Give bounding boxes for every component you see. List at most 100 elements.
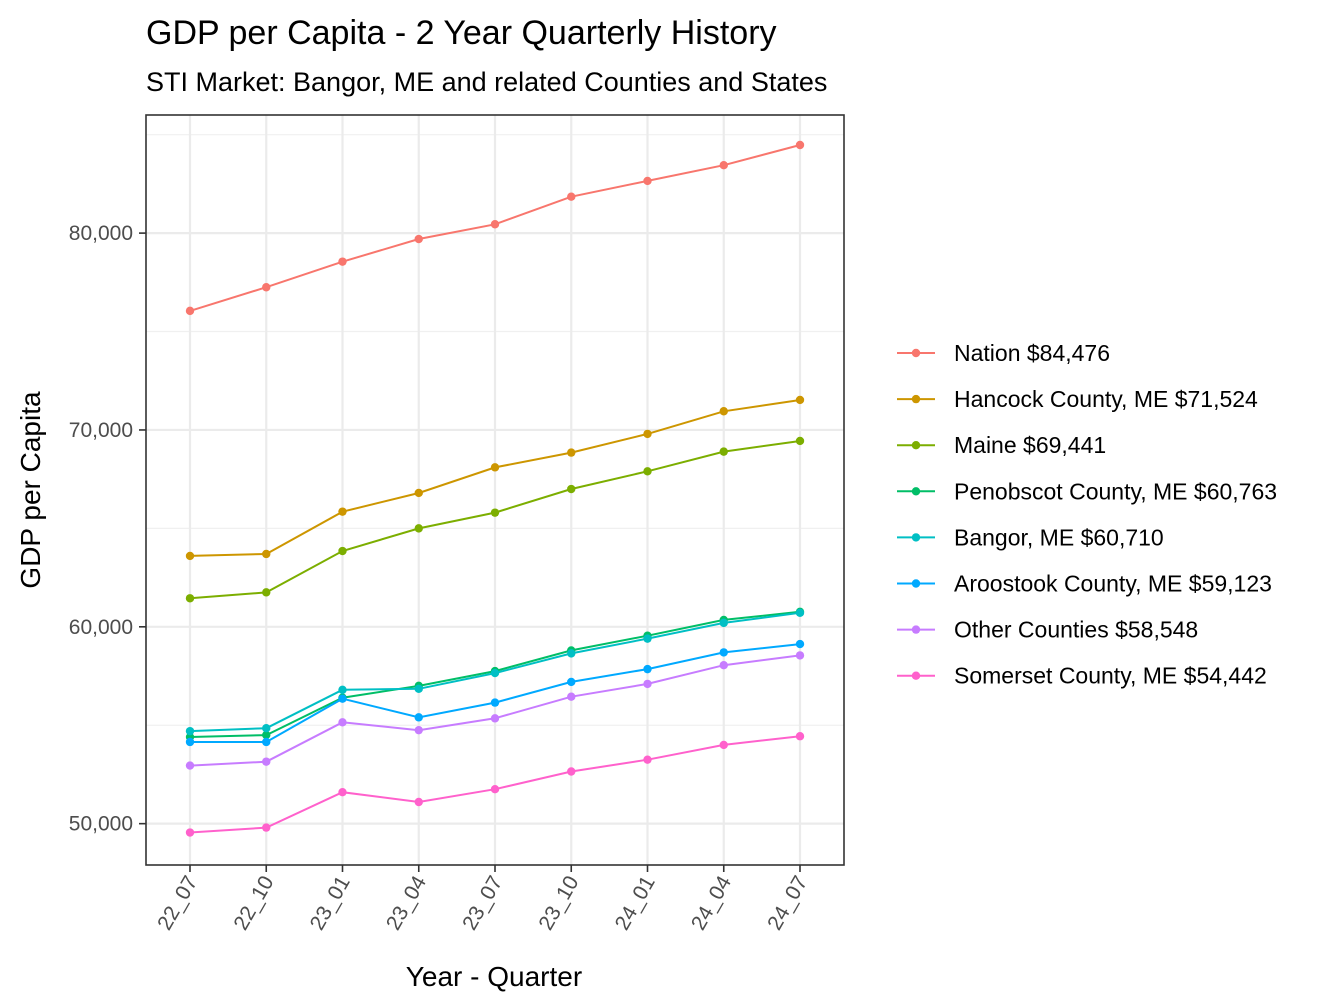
legend-label: Bangor, ME $60,710 — [954, 524, 1164, 550]
data-point — [490, 785, 500, 794]
data-point — [262, 730, 271, 740]
data-point — [795, 436, 805, 446]
series — [185, 608, 805, 736]
data-point — [338, 787, 347, 797]
x-axis: 22_07 22_10 23_01 23_04 23_07 23_10 24_01 24_04… — [153, 865, 812, 934]
data-point — [338, 694, 347, 703]
data-point — [262, 757, 271, 766]
legend-item: Nation $84,476 — [897, 340, 1110, 366]
data-point — [719, 407, 728, 416]
legend-item: Penobscot County, ME $60,763 — [897, 478, 1277, 504]
data-point — [567, 192, 576, 201]
data-point — [567, 448, 576, 457]
series — [185, 732, 805, 837]
data-point — [643, 634, 652, 643]
data-point — [414, 797, 423, 807]
chart-title: GDP per Capita - 2 Year Quarterly Histor… — [146, 14, 777, 52]
y-tick-label: 50,000 — [69, 813, 133, 836]
data-point — [262, 723, 271, 733]
x-tick-label: 24_07 — [763, 872, 812, 934]
data-point — [338, 257, 347, 266]
legend-label: Penobscot County, ME $60,763 — [954, 478, 1277, 504]
legend-key-point — [911, 487, 921, 496]
data-point — [185, 551, 195, 561]
legend-item: Maine $69,441 — [897, 432, 1106, 458]
series — [185, 436, 805, 603]
data-point — [643, 429, 652, 439]
legend-key-point — [911, 394, 921, 404]
series — [185, 639, 805, 747]
chart-subtitle: STI Market: Bangor, ME and related Count… — [146, 67, 827, 97]
data-point — [338, 685, 347, 695]
data-point — [795, 732, 805, 741]
data-point — [185, 594, 195, 603]
data-point — [338, 507, 347, 516]
data-point — [490, 714, 500, 723]
legend-key-point — [911, 348, 921, 358]
series — [185, 395, 805, 561]
data-point — [490, 508, 500, 517]
data-point — [719, 447, 728, 456]
data-point — [643, 467, 652, 476]
x-axis-title: Year - Quarter — [406, 961, 582, 992]
data-point — [414, 488, 423, 498]
series-layer — [185, 140, 805, 837]
data-point — [262, 283, 271, 292]
data-point — [414, 234, 423, 244]
data-point — [567, 649, 576, 658]
legend-key-point — [911, 579, 921, 588]
legend-label: Other Counties $58,548 — [954, 617, 1198, 643]
x-tick-label: 22_10 — [229, 872, 278, 934]
data-point — [185, 761, 195, 770]
x-tick-label: 23_10 — [534, 872, 583, 934]
x-tick-label: 24_04 — [687, 872, 736, 934]
data-point — [719, 740, 728, 750]
legend-key-point — [911, 625, 921, 634]
data-point — [185, 828, 195, 837]
y-tick-label: 80,000 — [69, 222, 133, 245]
x-tick-label: 23_01 — [306, 872, 355, 934]
data-point — [719, 618, 728, 628]
data-point — [414, 713, 423, 722]
legend-label: Hancock County, ME $71,524 — [954, 386, 1258, 412]
legend-label: Somerset County, ME $54,442 — [954, 663, 1267, 689]
legend-label: Nation $84,476 — [954, 340, 1110, 366]
data-point — [643, 755, 652, 764]
y-tick-label: 70,000 — [69, 419, 133, 442]
legend: Nation $84,476 Hancock County, ME $71,524… — [897, 340, 1277, 689]
data-point — [262, 549, 271, 559]
data-point — [185, 726, 195, 736]
data-point — [490, 463, 500, 472]
series — [185, 140, 805, 316]
x-tick-label: 22_07 — [153, 872, 202, 934]
data-point — [262, 588, 271, 597]
data-point — [414, 684, 423, 694]
legend-key-point — [911, 671, 921, 680]
data-point — [490, 698, 500, 707]
legend-label: Aroostook County, ME $59,123 — [954, 571, 1272, 597]
data-point — [338, 546, 347, 556]
data-point — [795, 639, 805, 649]
legend-item: Other Counties $58,548 — [897, 617, 1198, 643]
data-point — [567, 767, 576, 776]
data-point — [262, 823, 271, 832]
legend-item: Hancock County, ME $71,524 — [897, 386, 1258, 412]
data-point — [567, 692, 576, 701]
data-point — [490, 220, 500, 229]
data-point — [795, 608, 805, 618]
legend-item: Somerset County, ME $54,442 — [897, 663, 1267, 689]
data-point — [490, 668, 500, 678]
data-point — [719, 648, 728, 657]
legend-key-point — [911, 533, 921, 542]
data-point — [795, 651, 805, 660]
data-point — [185, 737, 195, 747]
data-point — [567, 484, 576, 494]
data-point — [719, 660, 728, 670]
data-point — [262, 737, 271, 747]
legend-item: Bangor, ME $60,710 — [897, 524, 1164, 550]
series — [185, 651, 805, 770]
data-point — [795, 395, 805, 405]
data-point — [414, 524, 423, 533]
legend-label: Maine $69,441 — [954, 432, 1106, 458]
